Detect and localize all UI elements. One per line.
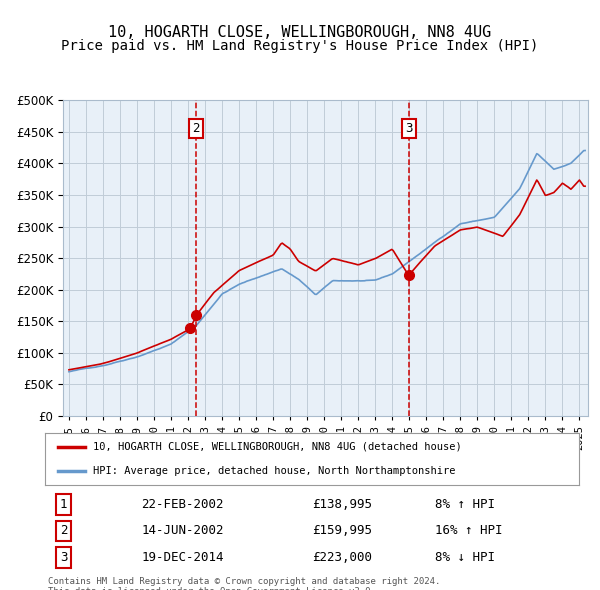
Text: £223,000: £223,000 [312, 551, 372, 564]
Text: £138,995: £138,995 [312, 498, 372, 511]
Text: 19-DEC-2014: 19-DEC-2014 [141, 551, 224, 564]
Text: 22-FEB-2002: 22-FEB-2002 [141, 498, 224, 511]
Text: 10, HOGARTH CLOSE, WELLINGBOROUGH, NN8 4UG: 10, HOGARTH CLOSE, WELLINGBOROUGH, NN8 4… [109, 25, 491, 40]
Text: 8% ↑ HPI: 8% ↑ HPI [435, 498, 495, 511]
Text: 16% ↑ HPI: 16% ↑ HPI [435, 525, 502, 537]
Text: 3: 3 [60, 551, 67, 564]
Text: 2: 2 [60, 525, 67, 537]
Text: Contains HM Land Registry data © Crown copyright and database right 2024.
This d: Contains HM Land Registry data © Crown c… [48, 577, 440, 590]
Text: 1: 1 [60, 498, 67, 511]
Text: £159,995: £159,995 [312, 525, 372, 537]
Text: Price paid vs. HM Land Registry's House Price Index (HPI): Price paid vs. HM Land Registry's House … [61, 39, 539, 53]
Text: 14-JUN-2002: 14-JUN-2002 [141, 525, 224, 537]
Text: 10, HOGARTH CLOSE, WELLINGBOROUGH, NN8 4UG (detached house): 10, HOGARTH CLOSE, WELLINGBOROUGH, NN8 4… [93, 441, 462, 451]
Text: 2: 2 [192, 122, 200, 135]
Text: HPI: Average price, detached house, North Northamptonshire: HPI: Average price, detached house, Nort… [93, 467, 455, 477]
Text: 8% ↓ HPI: 8% ↓ HPI [435, 551, 495, 564]
Text: 3: 3 [405, 122, 412, 135]
